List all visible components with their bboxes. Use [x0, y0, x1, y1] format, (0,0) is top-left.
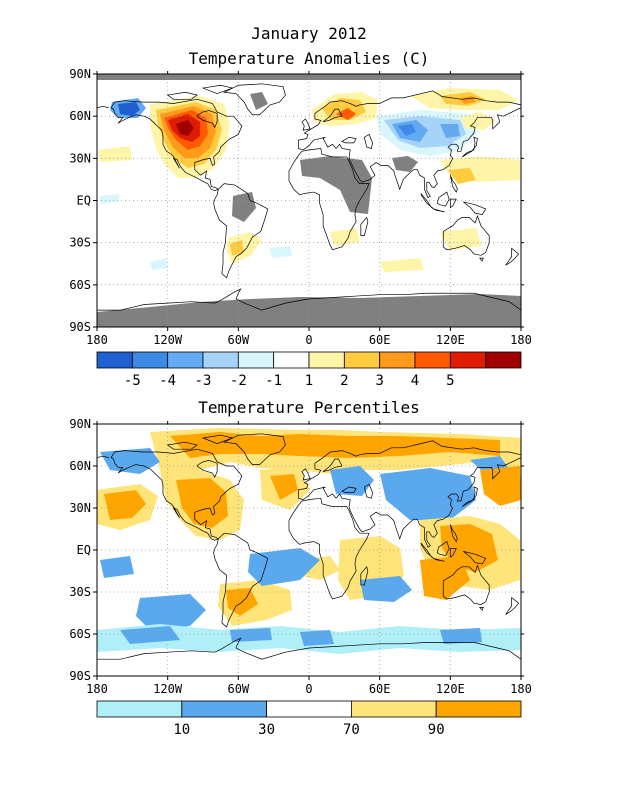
y-tick-label: EQ	[77, 543, 91, 557]
colorbar-label: -4	[159, 373, 176, 389]
x-tick-label: 0	[305, 333, 312, 347]
anomaly-gridlines	[97, 74, 521, 327]
colorbar-label: -1	[265, 373, 282, 389]
y-tick-label: 90S	[69, 320, 91, 334]
colorbar-label: -3	[195, 373, 212, 389]
colorbar-swatch	[449, 351, 487, 369]
x-tick-label: 60E	[369, 333, 391, 347]
anomaly-missing-africa	[300, 156, 372, 214]
colorbar-label: 3	[375, 373, 383, 389]
colorbar-label: 2	[340, 373, 348, 389]
x-tick-label: 60W	[227, 333, 249, 347]
y-tick-label: 30N	[69, 501, 91, 515]
y-tick-label: 90N	[69, 67, 91, 81]
colorbar-label: 10	[173, 722, 190, 738]
colorbar-swatch	[96, 700, 183, 718]
colorbar-swatch	[343, 351, 381, 369]
y-tick-label: 60N	[69, 459, 91, 473]
y-tick-label: EQ	[77, 194, 91, 208]
colorbar-swatch	[435, 700, 522, 718]
anomaly-missing-arctic	[97, 74, 521, 80]
colorbar-label: 1	[305, 373, 313, 389]
x-tick-label: 60W	[227, 682, 249, 696]
y-tick-label: 60S	[69, 627, 91, 641]
colorbar-swatch	[379, 351, 416, 369]
y-tick-label: 30S	[69, 236, 91, 250]
y-tick-label: 30S	[69, 585, 91, 599]
colorbar-swatch	[167, 351, 204, 369]
colorbar-swatch	[308, 351, 345, 369]
anomaly-colorbar: -5 -4 -3 -2 -1 1 2 3 4 5	[96, 351, 522, 389]
colorbar-swatch	[414, 351, 451, 369]
y-tick-label: 60S	[69, 278, 91, 292]
percentile-gridlines	[97, 424, 521, 676]
x-tick-label: 120W	[153, 333, 183, 347]
y-tick-label: 90S	[69, 669, 91, 683]
percentile-map	[97, 424, 521, 676]
y-tick-label: 60N	[69, 109, 91, 123]
colorbar-swatch	[96, 351, 133, 369]
percentile-colorbar: 10 30 70 90	[96, 700, 522, 738]
colorbar-swatch	[273, 351, 310, 369]
x-tick-label: 0	[305, 682, 312, 696]
figure-title: January 2012	[251, 24, 367, 43]
colorbar-swatch	[202, 351, 239, 369]
y-tick-label: 90N	[69, 417, 91, 431]
colorbar-label: 90	[428, 722, 445, 738]
x-tick-label: 120W	[153, 682, 183, 696]
panel1-title: Temperature Anomalies (C)	[189, 49, 430, 68]
y-tick-label: 30N	[69, 151, 91, 165]
colorbar-swatch	[485, 351, 522, 369]
x-tick-label: 180	[86, 333, 108, 347]
colorbar-label: 70	[343, 722, 360, 738]
x-tick-label: 180	[86, 682, 108, 696]
x-tick-label: 120E	[436, 333, 465, 347]
x-tick-label: 120E	[436, 682, 465, 696]
colorbar-label: 5	[446, 373, 454, 389]
panel2-title: Temperature Percentiles	[198, 398, 420, 417]
colorbar-swatch	[350, 700, 437, 718]
anomaly-axis-ticks: 180 120W 60W 0 60E 120E 180 90N 60N 30N EQ 30S 60S 90…	[69, 67, 532, 347]
anomaly-map	[97, 74, 521, 327]
colorbar-swatch	[131, 351, 169, 369]
colorbar-swatch	[237, 351, 275, 369]
percentile-axis-ticks: 180 120W 60W 0 60E 120E 180 90N 60N 30N EQ 30S 60S 90…	[69, 417, 532, 696]
colorbar-label: 30	[258, 722, 275, 738]
x-tick-label: 180	[510, 682, 532, 696]
colorbar-swatch	[181, 700, 268, 718]
colorbar-label: -2	[230, 373, 247, 389]
colorbar-swatch	[266, 700, 352, 718]
colorbar-label: 4	[411, 373, 419, 389]
x-tick-label: 180	[510, 333, 532, 347]
colorbar-label: -5	[124, 373, 141, 389]
x-tick-label: 60E	[369, 682, 391, 696]
